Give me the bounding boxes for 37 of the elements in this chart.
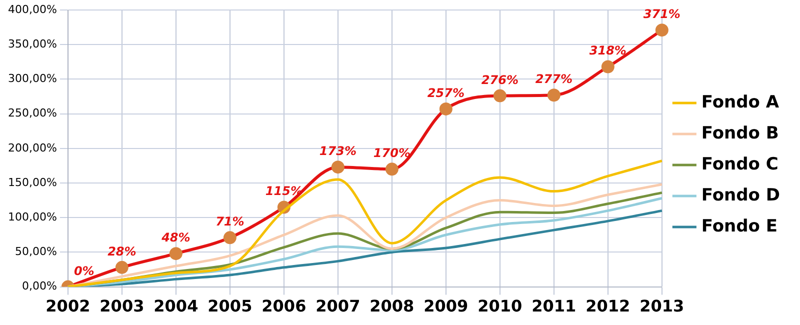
data-label: 173% [319, 144, 356, 158]
legend-label: Fondo C [701, 154, 778, 174]
y-tick-label: 50,00% [14, 245, 57, 258]
x-tick-label: 2004 [154, 296, 198, 316]
data-label: 276% [481, 72, 518, 87]
x-tick-label: 2007 [316, 296, 360, 316]
x-tick-label: 2008 [370, 296, 414, 316]
x-tick-label: 2013 [640, 296, 684, 316]
data-label: 0% [74, 264, 94, 278]
data-label: 318% [589, 44, 626, 58]
data-label: 71% [216, 214, 244, 229]
x-tick-label: 2011 [532, 296, 576, 316]
y-tick-label: 100,00% [8, 210, 57, 224]
legend-label: Fondo E [701, 216, 778, 236]
y-tick-label: 200,00% [8, 141, 57, 154]
data-label: 257% [427, 86, 464, 100]
x-tick-label: 2010 [478, 296, 522, 316]
x-tick-label: 2006 [262, 296, 306, 316]
x-tick-label: 2003 [100, 296, 144, 316]
data-label: 371% [643, 7, 680, 22]
legend-label: Fondo D [701, 185, 780, 206]
x-tick-label: 2009 [424, 296, 468, 316]
x-tick-label: 2002 [46, 296, 90, 316]
data-label: 277% [535, 72, 572, 86]
y-tick-label: 0,00% [22, 280, 57, 293]
y-tick-label: 400,00% [8, 2, 57, 16]
data-label: 170% [373, 146, 410, 160]
legend-label: Fondo B [701, 123, 779, 144]
data-label: 48% [160, 230, 190, 245]
legend-label: Fondo A [701, 92, 780, 112]
data-label: 28% [108, 244, 136, 258]
x-tick-label: 2005 [208, 296, 252, 316]
y-tick-label: 350,00% [8, 37, 57, 50]
y-tick-label: 300,00% [8, 72, 57, 86]
y-tick-label: 150,00% [8, 176, 57, 189]
x-tick-label: 2012 [586, 296, 630, 316]
y-tick-label: 250,00% [8, 106, 57, 120]
